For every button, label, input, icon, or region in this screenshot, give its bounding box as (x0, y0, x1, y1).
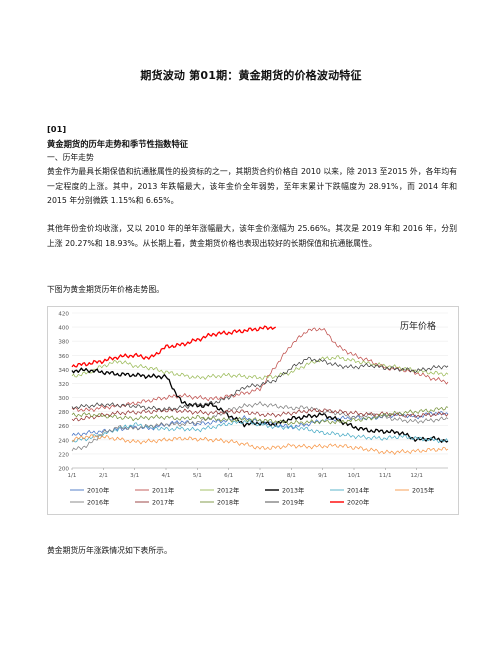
y-tick-label: 200 (58, 467, 69, 473)
y-tick-label: 400 (58, 326, 69, 332)
series-line-1 (71, 327, 449, 412)
y-tick-label: 420 (58, 312, 69, 318)
y-tick-label: 340 (58, 368, 69, 374)
legend-label: 2017年 (152, 498, 174, 507)
legend-label: 2019年 (282, 498, 304, 507)
price-chart: 420 400 380 360 340 320 300 280 260 240 220 200 1/1 2… (47, 306, 459, 515)
series-line-6 (71, 401, 449, 452)
x-tick-label: 8/1 (287, 473, 296, 479)
paragraph-1: 黄金作为最具长期保值和抗通胀属性的投资标的之一，其期货合约价格自 2010 以来… (47, 167, 457, 206)
legend-label: 2018年 (217, 498, 239, 507)
series-line-5 (71, 434, 449, 455)
series-line-3 (71, 367, 449, 443)
y-tick-label: 260 (58, 424, 69, 430)
section-tag: [01] (47, 124, 67, 134)
section-heading: 黄金期货的历年走势和季节性指数特征 (47, 139, 189, 149)
series-line-9 (71, 356, 449, 412)
y-tick-label: 380 (58, 340, 69, 346)
x-tick-label: 9/1 (318, 473, 327, 479)
y-tick-label: 300 (58, 396, 69, 402)
legend-label: 2015年 (412, 486, 434, 495)
paragraph-2: 其他年份金价均收涨，又以 2010 年的单年涨幅最大，该年金价涨幅为 25.66… (47, 224, 457, 248)
y-tick-label: 220 (58, 452, 69, 458)
x-tick-label: 10/1 (348, 473, 361, 479)
x-tick-label: 2/1 (99, 473, 108, 479)
legend-label: 2010年 (87, 486, 109, 495)
sub-heading: 一、历年走势 (47, 153, 94, 162)
legend-label: 2020年 (347, 498, 369, 507)
chart-title: 历年价格 (400, 320, 436, 332)
x-tick-label: 1/1 (67, 473, 76, 479)
x-tick-label: 11/1 (379, 473, 392, 479)
legend-label: 2014年 (347, 486, 369, 495)
series-line-10 (71, 325, 277, 368)
series-line-2 (71, 355, 449, 380)
y-tick-label: 320 (58, 382, 69, 388)
legend-label: 2013年 (282, 486, 304, 495)
x-tick-label: 4/1 (161, 473, 170, 479)
y-tick-label: 280 (58, 410, 69, 416)
table-intro-text: 黄金期货历年涨跌情况如下表所示。 (47, 546, 172, 555)
x-tick-label: 6/1 (224, 473, 233, 479)
series-line-8 (71, 406, 449, 426)
legend-label: 2012年 (217, 486, 239, 495)
legend-label: 2016年 (87, 498, 109, 507)
x-tick-label: 3/1 (130, 473, 139, 479)
y-tick-label: 240 (58, 438, 69, 444)
x-tick-label: 12/1 (410, 473, 423, 479)
y-tick-label: 360 (58, 354, 69, 360)
legend-label: 2011年 (152, 486, 174, 495)
chart-caption: 下图为黄金期货历年价格走势图。 (47, 285, 164, 294)
x-tick-label: 7/1 (255, 473, 264, 479)
series-line-4 (71, 419, 449, 444)
page-title: 期货波动 第01期：黄金期货的价格波动特征 (140, 69, 362, 82)
x-tick-label: 5/1 (193, 473, 202, 479)
